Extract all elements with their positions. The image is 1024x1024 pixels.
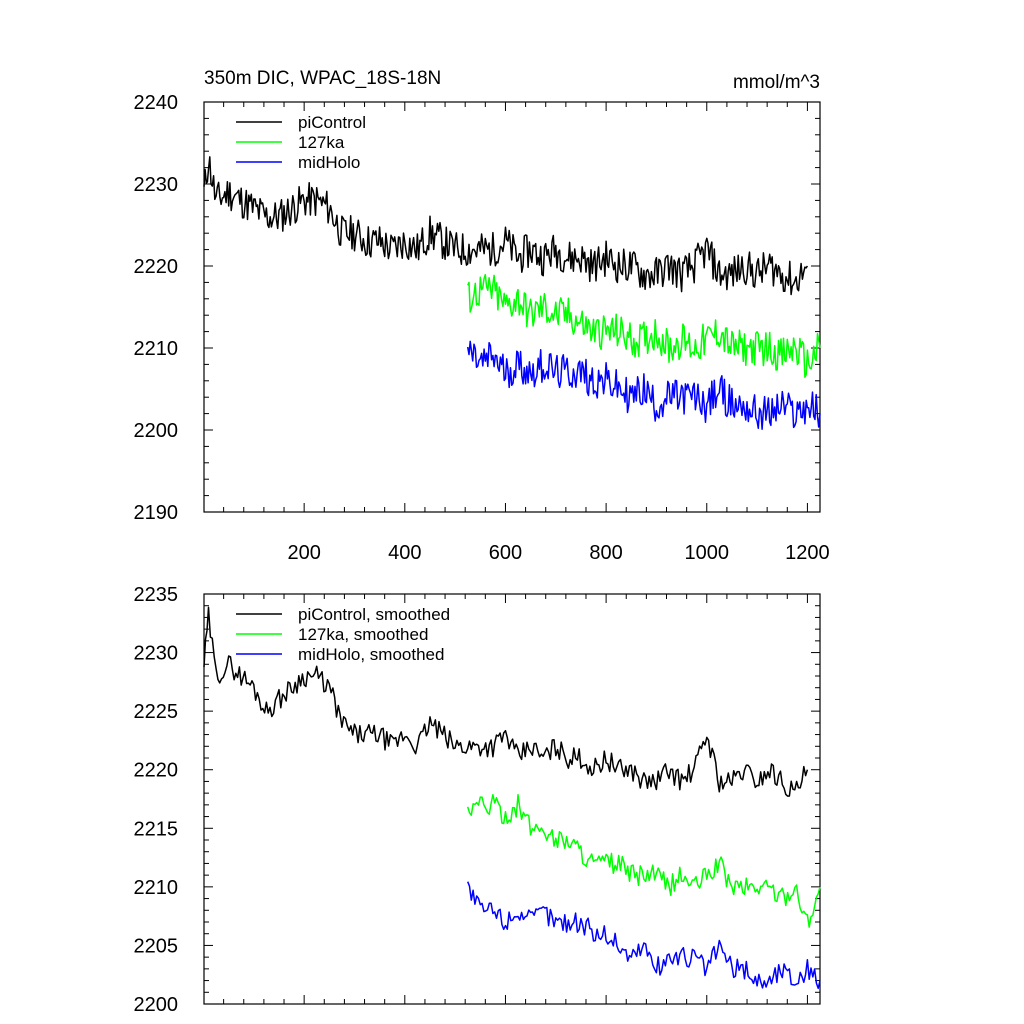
bottom-legend-label: piControl, smoothed: [298, 605, 450, 624]
top-y-tick-label: 2200: [134, 420, 179, 442]
top-x-tick-label: 1200: [785, 542, 830, 564]
top-legend-label: 127ka: [298, 133, 345, 152]
top-y-tick-label: 2240: [134, 92, 179, 114]
top-x-tick-label: 400: [388, 542, 421, 564]
bottom-y-tick-label: 2235: [134, 584, 179, 606]
top-legend-label: piControl: [298, 113, 366, 132]
bottom-series-line-2: [467, 881, 821, 990]
bottom-axis-ticks: 2200 2205 2210 2215 2220 2225 2230 2235: [134, 584, 820, 1016]
top-y-tick-label: 2220: [134, 256, 179, 278]
bottom-plot-frame: [203, 593, 821, 1005]
top-series-line-1: [467, 273, 821, 378]
top-y-tick-label: 2230: [134, 174, 179, 196]
top-y-tick-label: 2210: [134, 338, 179, 360]
bottom-y-tick-label: 2210: [134, 877, 179, 899]
top-legend-label: midHolo: [298, 153, 360, 172]
chart-title: 350m DIC, WPAC_18S-18N: [204, 68, 441, 89]
top-x-tick-label: 1000: [685, 542, 730, 564]
top-axis-ticks: 2190 2200 2210 2220 2230 2240 200 400 600 800 1000…: [134, 92, 830, 564]
top-x-tick-label: 200: [287, 542, 320, 564]
bottom-legend-label: 127ka, smoothed: [298, 625, 428, 644]
bottom-y-tick-label: 2200: [134, 994, 179, 1016]
top-plot-frame: [203, 101, 821, 513]
top-y-tick-label: 2190: [134, 502, 179, 524]
units-label: mmol/m^3: [733, 72, 820, 93]
top-chart-panel: 350m DIC, WPAC_18S-18N mmol/m^3 2190 2200…: [134, 68, 830, 564]
top-series-line-0: [203, 156, 809, 296]
bottom-series-lines: [203, 606, 821, 990]
top-x-tick-label: 600: [489, 542, 522, 564]
bottom-y-tick-label: 2215: [134, 818, 179, 840]
bottom-series-line-0: [203, 606, 809, 797]
top-series-line-2: [466, 340, 821, 430]
bottom-y-tick-label: 2230: [134, 643, 179, 665]
bottom-legend-label: midHolo, smoothed: [298, 645, 444, 664]
top-x-tick-label: 800: [589, 542, 622, 564]
bottom-y-tick-label: 2225: [134, 701, 179, 723]
bottom-series-line-1: [466, 793, 821, 928]
bottom-y-tick-label: 2205: [134, 935, 179, 957]
bottom-chart-panel: 2200 2205 2210 2215 2220 2225 2230 2235 piContr…: [134, 584, 821, 1016]
bottom-y-tick-label: 2220: [134, 760, 179, 782]
top-series-lines: [203, 156, 821, 430]
